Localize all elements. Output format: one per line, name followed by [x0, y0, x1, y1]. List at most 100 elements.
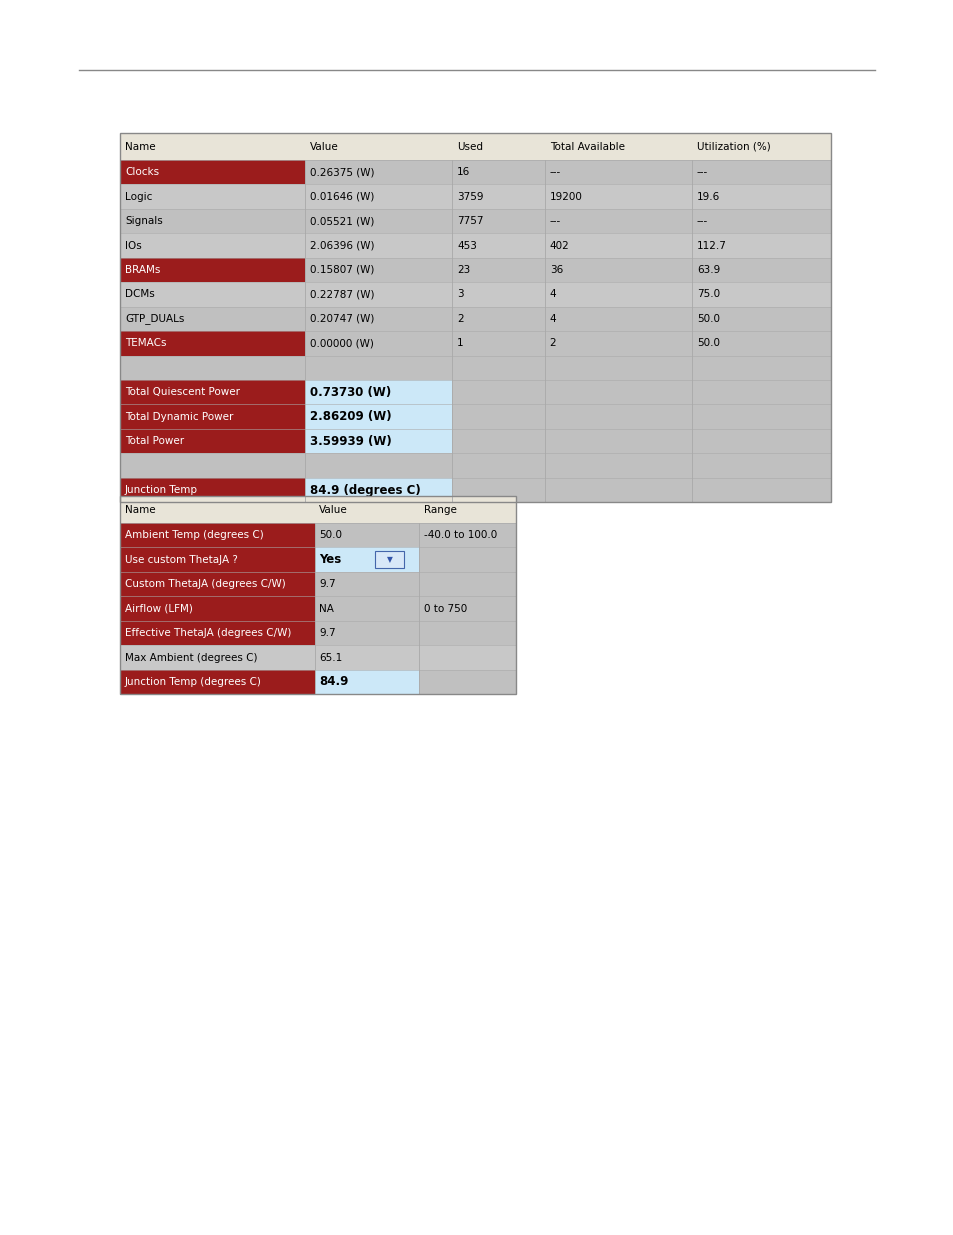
Text: 84.9: 84.9 [319, 676, 349, 688]
Text: Yes: Yes [319, 553, 341, 566]
Text: 9.7: 9.7 [319, 579, 335, 589]
Text: 50.0: 50.0 [697, 338, 720, 348]
Text: Value: Value [310, 142, 338, 152]
Text: IOs: IOs [125, 241, 142, 251]
Text: Name: Name [125, 142, 155, 152]
Text: Custom ThetaJA (degrees C/W): Custom ThetaJA (degrees C/W) [125, 579, 286, 589]
Text: Airflow (LFM): Airflow (LFM) [125, 604, 193, 614]
Text: BRAMs: BRAMs [125, 266, 160, 275]
Bar [692, 184, 830, 209]
Bar [120, 547, 314, 572]
Bar [120, 478, 305, 503]
Bar [418, 645, 516, 669]
Text: 3759: 3759 [456, 191, 483, 201]
Text: 36: 36 [549, 266, 562, 275]
Text: 84.9 (degrees C): 84.9 (degrees C) [310, 484, 420, 496]
Text: 0.73730 (W): 0.73730 (W) [310, 385, 391, 399]
Bar [120, 572, 314, 597]
Text: 3: 3 [456, 289, 463, 299]
Bar [305, 429, 452, 453]
Text: Utilization (%): Utilization (%) [697, 142, 770, 152]
Text: Name: Name [125, 505, 155, 515]
Text: 3.59939 (W): 3.59939 (W) [310, 435, 392, 447]
Text: ▼: ▼ [386, 556, 393, 564]
Bar [120, 524, 314, 547]
Text: 0.05521 (W): 0.05521 (W) [310, 216, 374, 226]
Text: 4: 4 [549, 289, 556, 299]
Text: 50.0: 50.0 [319, 530, 342, 540]
Text: 2.06396 (W): 2.06396 (W) [310, 241, 375, 251]
Text: -40.0 to 100.0: -40.0 to 100.0 [423, 530, 497, 540]
Text: 1: 1 [456, 338, 463, 348]
Text: 2: 2 [549, 338, 556, 348]
Bar [120, 331, 305, 356]
Text: Effective ThetaJA (degrees C/W): Effective ThetaJA (degrees C/W) [125, 629, 291, 638]
Text: ---: --- [697, 167, 707, 177]
Bar [305, 404, 452, 429]
Bar [120, 597, 314, 621]
Bar [544, 282, 692, 306]
Text: 0.01646 (W): 0.01646 (W) [310, 191, 374, 201]
Text: ---: --- [697, 216, 707, 226]
Text: Signals: Signals [125, 216, 163, 226]
Text: 453: 453 [456, 241, 476, 251]
Bar [314, 645, 418, 669]
Text: Clocks: Clocks [125, 167, 159, 177]
Text: 0.15807 (W): 0.15807 (W) [310, 266, 374, 275]
Bar [120, 645, 314, 669]
Bar [452, 184, 544, 209]
Bar [305, 233, 452, 258]
Text: ---: --- [549, 216, 560, 226]
Text: DCMs: DCMs [125, 289, 154, 299]
Bar [120, 621, 314, 645]
Text: 2.86209 (W): 2.86209 (W) [310, 410, 392, 424]
Bar [120, 133, 830, 503]
Bar [120, 133, 830, 503]
Bar [120, 496, 516, 694]
Text: ---: --- [549, 167, 560, 177]
Bar [305, 184, 452, 209]
Text: TEMACs: TEMACs [125, 338, 167, 348]
Bar [314, 669, 418, 694]
Text: Max Ambient (degrees C): Max Ambient (degrees C) [125, 652, 257, 662]
Text: 7757: 7757 [456, 216, 483, 226]
Bar [692, 233, 830, 258]
Text: NA: NA [319, 604, 334, 614]
Text: 75.0: 75.0 [697, 289, 720, 299]
Bar [120, 258, 305, 282]
Text: 65.1: 65.1 [319, 652, 342, 662]
Bar [120, 496, 516, 694]
Text: Used: Used [456, 142, 483, 152]
Bar [120, 161, 305, 184]
Text: 0 to 750: 0 to 750 [423, 604, 466, 614]
Bar [120, 496, 516, 524]
Bar [452, 282, 544, 306]
Text: Total Power: Total Power [125, 436, 184, 446]
Bar [120, 282, 305, 306]
Text: Junction Temp (degrees C): Junction Temp (degrees C) [125, 677, 261, 687]
Text: 0.20747 (W): 0.20747 (W) [310, 314, 374, 324]
Bar [120, 184, 305, 209]
Text: GTP_DUALs: GTP_DUALs [125, 314, 184, 325]
Text: 50.0: 50.0 [697, 314, 720, 324]
Text: Total Quiescent Power: Total Quiescent Power [125, 388, 240, 398]
Text: 112.7: 112.7 [697, 241, 726, 251]
Bar [120, 380, 305, 404]
Bar [120, 669, 314, 694]
Text: 0.22787 (W): 0.22787 (W) [310, 289, 375, 299]
Text: Total Dynamic Power: Total Dynamic Power [125, 411, 233, 421]
Text: 63.9: 63.9 [697, 266, 720, 275]
Bar [120, 429, 305, 453]
Text: Range: Range [423, 505, 456, 515]
Text: Logic: Logic [125, 191, 152, 201]
Bar [305, 380, 452, 404]
Text: 402: 402 [549, 241, 569, 251]
Text: 4: 4 [549, 314, 556, 324]
Text: Junction Temp: Junction Temp [125, 485, 198, 495]
Bar [305, 478, 452, 503]
Bar [314, 547, 418, 572]
Text: 2: 2 [456, 314, 463, 324]
Text: Value: Value [319, 505, 348, 515]
Text: Use custom ThetaJA ?: Use custom ThetaJA ? [125, 555, 237, 564]
Text: 19200: 19200 [549, 191, 582, 201]
